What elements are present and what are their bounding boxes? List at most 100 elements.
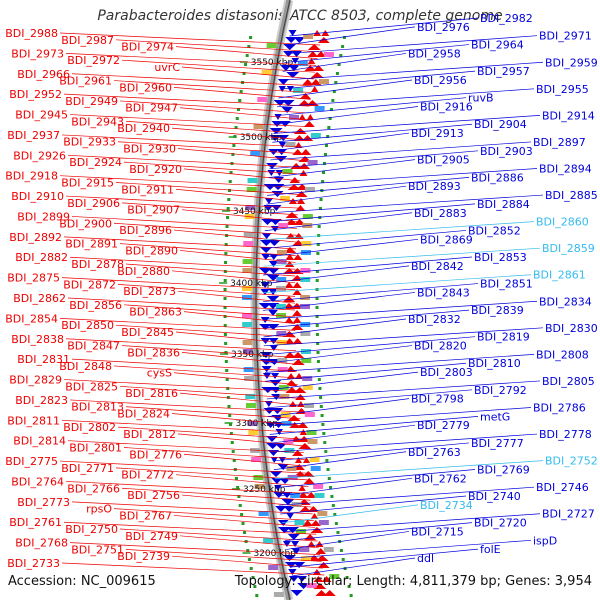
label-leader-line: [65, 481, 310, 494]
label-leader-line: [264, 212, 413, 232]
tick-dot: [225, 369, 229, 372]
gene-arrow: [281, 499, 295, 505]
gene-label-reverse: BDI_2750: [65, 523, 118, 536]
gene-label-forward: BDI_2727: [542, 508, 595, 521]
gene-arrow: [315, 590, 328, 596]
gene-label-forward: ddl: [417, 552, 434, 565]
label-leader-line: [119, 385, 299, 399]
label-leader-line: [173, 229, 297, 243]
gene-label-reverse: BDI_2749: [125, 530, 178, 543]
gene-arrow: [315, 548, 326, 554]
gene-arrow: [264, 198, 274, 204]
label-leader-line: [61, 419, 302, 433]
tick-dot: [234, 126, 238, 129]
gene-label-forward: BDI_2792: [474, 384, 527, 397]
gene-arrow: [313, 576, 324, 582]
label-leader-line: [289, 548, 479, 568]
cog-box: [282, 169, 293, 174]
label-leader-line: [181, 494, 312, 508]
gene-arrow: [267, 268, 280, 274]
gene-arrow: [284, 282, 294, 288]
genome-summary: Topology: circular; Length: 4,811,379 bp…: [234, 574, 592, 589]
gene-label-reverse: cysS: [147, 367, 172, 380]
kbp-tick-label: 3200 kbp: [253, 549, 296, 559]
gene-label-forward: BDI_2805: [542, 375, 595, 388]
gene-label-forward: BDI_2861: [533, 269, 586, 282]
cog-box: [278, 385, 289, 390]
label-leader-line: [175, 188, 299, 202]
label-leader-line: [61, 562, 325, 576]
cog-box: [304, 412, 315, 417]
cog-box: [294, 520, 305, 525]
gene-label-reverse: BDI_2949: [65, 95, 118, 108]
cog-box: [310, 466, 321, 471]
tick-dot: [321, 423, 325, 426]
tick-dot: [341, 558, 345, 561]
tick-dot: [228, 414, 232, 417]
gene-label-reverse: BDI_2812: [123, 428, 176, 441]
label-leader-line: [59, 318, 296, 331]
gene-label-forward: BDI_2763: [408, 446, 461, 459]
label-leader-line: [69, 256, 296, 270]
cog-box: [242, 286, 253, 291]
cog-box: [242, 340, 253, 345]
gene-arrow: [293, 37, 306, 43]
gene-label-forward: BDI_2851: [480, 278, 533, 291]
gene-arrow: [291, 541, 300, 547]
label-leader-line: [175, 331, 296, 345]
gene-label-forward: BDI_2869: [420, 233, 473, 246]
cog-box: [314, 106, 325, 111]
gene-label-forward: BDI_2916: [420, 101, 473, 114]
gene-label-reverse: BDI_2768: [15, 537, 68, 550]
cog-box: [307, 439, 318, 444]
tick-dot: [227, 405, 231, 408]
tick-dot: [316, 252, 320, 255]
label-leader-line: [59, 460, 307, 474]
cog-box: [289, 115, 300, 120]
gene-arrow: [286, 527, 300, 533]
gene-arrow: [306, 114, 314, 120]
label-leader-line: [61, 277, 296, 290]
tick-dot: [322, 432, 326, 435]
gene-arrow: [312, 65, 325, 71]
gene-arrow: [303, 121, 315, 127]
gene-arrow: [285, 212, 299, 218]
gene-arrow: [304, 65, 317, 71]
gene-arrow: [296, 198, 306, 204]
gene-arrow: [277, 464, 289, 470]
gene-arrow: [310, 513, 319, 519]
label-leader-line: [283, 513, 541, 533]
tick-dot: [227, 198, 231, 201]
tick-dot: [235, 117, 239, 120]
gene-label-forward: BDI_2894: [539, 162, 592, 175]
label-leader-line: [113, 508, 314, 521]
gene-arrow: [275, 170, 284, 176]
cog-box: [302, 376, 313, 381]
label-leader-line: [61, 134, 305, 148]
gene-label-reverse: BDI_2937: [7, 129, 60, 142]
gene-label-reverse: BDI_2961: [59, 75, 112, 88]
label-leader-line: [273, 115, 541, 134]
cog-box: [317, 511, 328, 516]
gene-arrow: [288, 576, 299, 582]
gene-label-reverse: BDI_2906: [67, 197, 120, 210]
cog-box: [245, 205, 256, 210]
tick-dot: [315, 324, 319, 327]
gene-arrow: [315, 51, 327, 57]
tick-dot: [234, 477, 238, 480]
label-leader-line: [282, 53, 407, 72]
cog-box: [273, 592, 284, 597]
gene-arrow: [259, 352, 273, 358]
tick-dot: [334, 522, 338, 525]
label-leader-line: [63, 521, 317, 535]
label-leader-line: [63, 93, 310, 107]
tick-dot: [332, 90, 336, 93]
gene-arrow: [260, 289, 270, 295]
gene-arrow: [291, 359, 305, 365]
label-leader-line: [263, 318, 407, 338]
cog-box: [300, 349, 311, 354]
label-leader-line: [267, 176, 470, 196]
gene-arrow: [302, 457, 311, 463]
tick-dot: [318, 207, 322, 210]
gene-arrow: [285, 37, 298, 43]
